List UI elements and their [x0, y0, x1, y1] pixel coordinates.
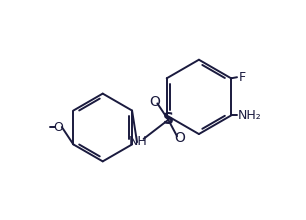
- Text: O: O: [150, 95, 161, 109]
- Text: NH₂: NH₂: [238, 109, 262, 122]
- Text: O: O: [174, 131, 185, 145]
- Text: F: F: [238, 71, 246, 84]
- Text: S: S: [163, 112, 174, 127]
- Text: O: O: [53, 121, 63, 134]
- Text: NH: NH: [129, 135, 147, 148]
